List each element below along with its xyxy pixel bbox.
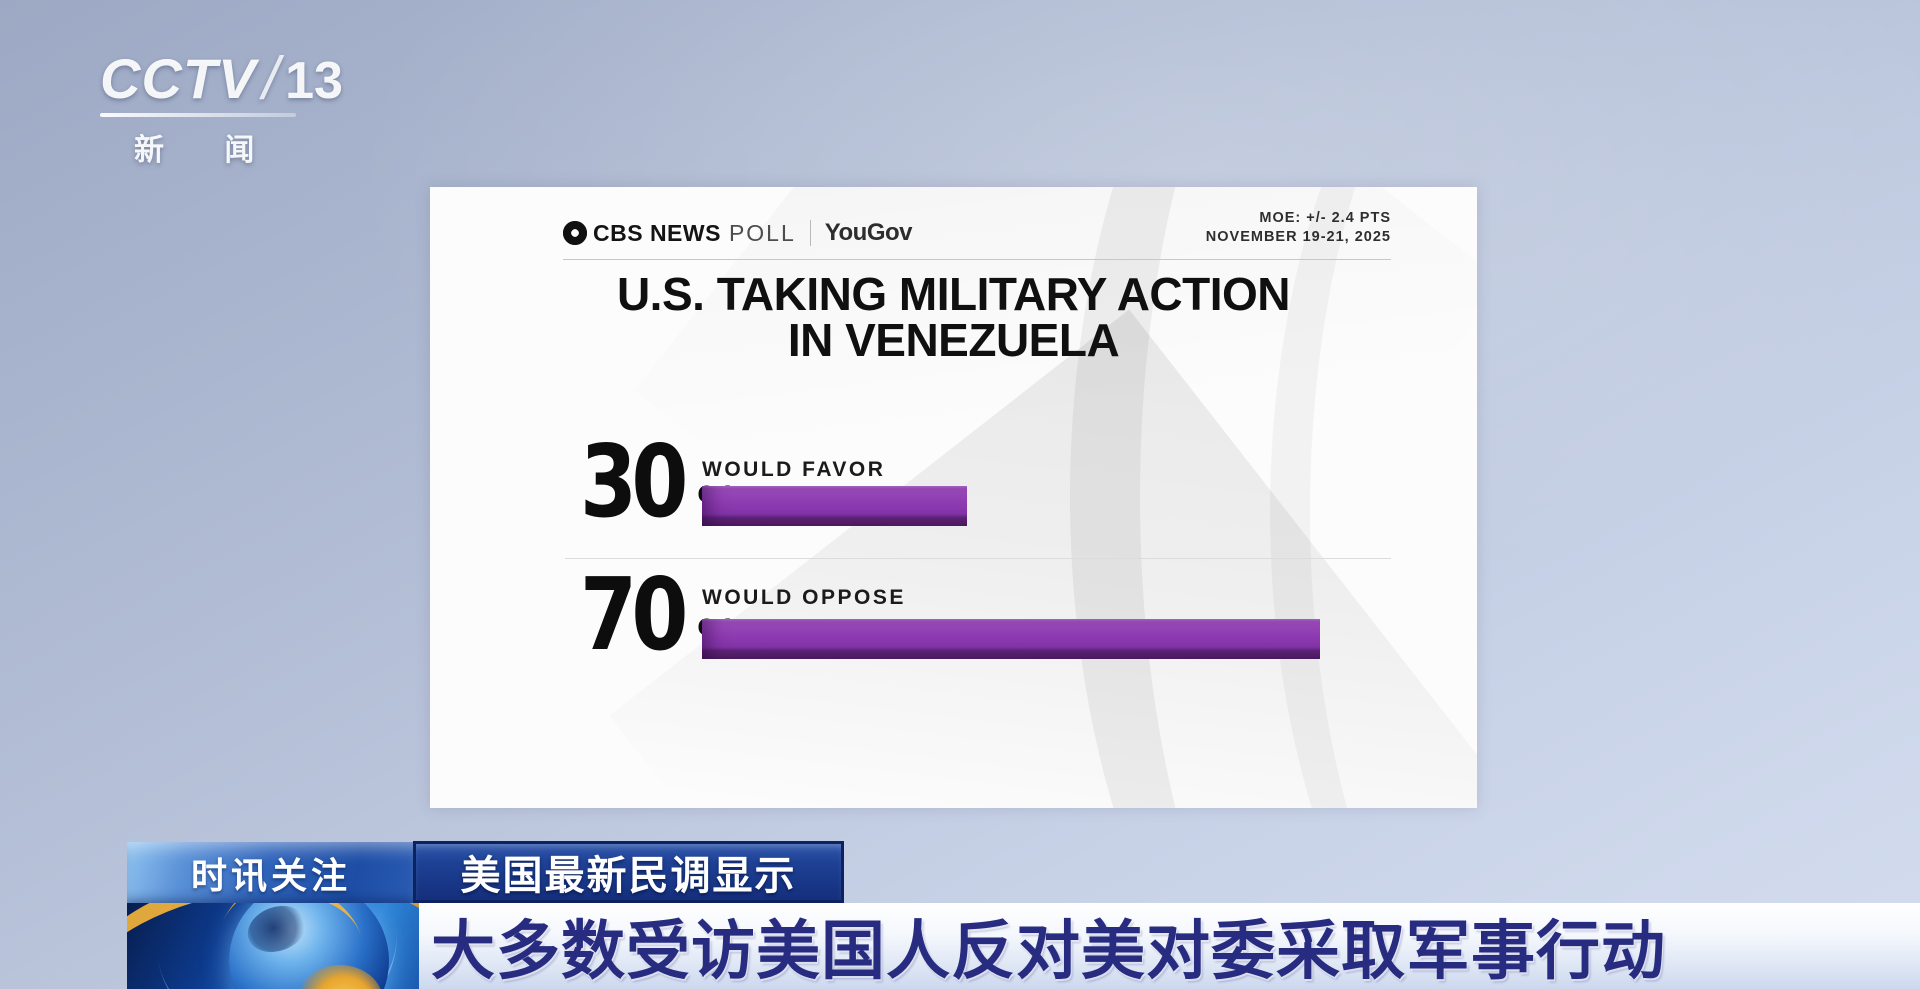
subtitle-text: 美国最新民调显示 <box>460 854 797 898</box>
header-rule <box>563 259 1391 260</box>
poll-card: CBS NEWS POLL YouGov MOE: +/- 2.4 PTS NO… <box>430 187 1477 808</box>
headline-strip: 大多数受访美国人反对美对委采取军事行动 <box>419 903 1920 989</box>
channel-logo: CCTV / 13 新 闻 <box>100 45 343 169</box>
lower-third-badge: 时讯关注 <box>127 842 415 903</box>
poll-row-oppose: 70 % WOULD OPPOSE <box>430 565 1477 705</box>
lower-third-subtitle-bar: 美国最新民调显示 <box>413 841 844 903</box>
badge-text: 时讯关注 <box>190 854 351 896</box>
poll-label: POLL <box>728 219 796 246</box>
channel-subtitle: 新 闻 <box>134 134 281 167</box>
oppose-label: WOULD OPPOSE <box>702 586 906 609</box>
row-divider-rule <box>565 558 1391 559</box>
poll-title: U.S. TAKING MILITARY ACTION IN VENEZUELA <box>430 271 1477 363</box>
oppose-bar <box>702 619 1321 659</box>
favor-percent-value: 30 <box>580 423 688 540</box>
poll-meta: MOE: +/- 2.4 PTS NOVEMBER 19-21, 2025 <box>1206 209 1391 247</box>
favor-label: WOULD FAVOR <box>702 458 886 481</box>
cbs-news-label: CBS NEWS <box>593 219 721 246</box>
poll-row-favor: 30 % WOULD FAVOR <box>430 432 1477 572</box>
globe-icon <box>229 903 389 989</box>
cbs-eye-icon <box>563 221 587 245</box>
channel-logo-underline <box>100 113 296 117</box>
source-divider <box>809 220 811 246</box>
poll-title-line1: U.S. TAKING MILITARY ACTION <box>616 268 1291 320</box>
oppose-bar-track <box>702 619 1477 659</box>
favor-bar <box>702 486 967 526</box>
channel-number: 13 <box>285 52 343 110</box>
yougov-logo: YouGov <box>824 219 913 246</box>
oppose-percent-value: 70 <box>580 556 688 673</box>
headline-text: 大多数受访美国人反对美对委采取军事行动 <box>431 915 1666 987</box>
poll-moe: MOE: +/- 2.4 PTS <box>1259 210 1391 226</box>
poll-dates: NOVEMBER 19-21, 2025 <box>1205 228 1391 245</box>
poll-title-line2: IN VENEZUELA <box>787 314 1120 366</box>
globe-graphic-panel <box>127 903 419 989</box>
channel-logo-row: CCTV / 13 <box>100 45 343 112</box>
channel-slash-divider: / <box>262 45 280 112</box>
poll-source-header: CBS NEWS POLL YouGov <box>563 213 1391 253</box>
favor-bar-track <box>702 486 1477 526</box>
channel-name: CCTV <box>100 47 257 110</box>
